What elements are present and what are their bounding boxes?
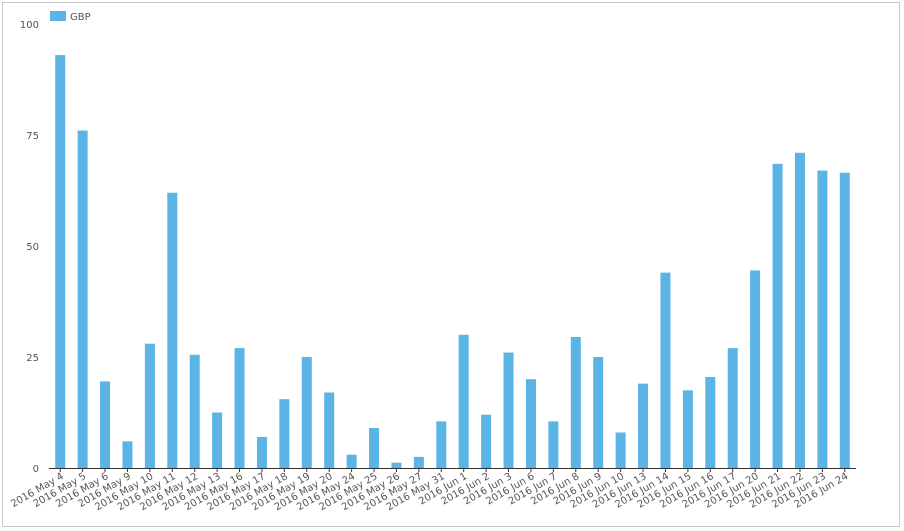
y-tick-label: 50 — [26, 242, 39, 253]
bar[interactable] — [256, 436, 267, 468]
bar[interactable] — [593, 357, 604, 468]
legend-swatch — [50, 11, 66, 21]
bar[interactable] — [77, 130, 88, 468]
bar[interactable] — [794, 152, 805, 468]
bar[interactable] — [727, 348, 738, 468]
bar[interactable] — [525, 379, 536, 468]
bar[interactable] — [436, 421, 447, 468]
bar[interactable] — [212, 412, 223, 469]
bar[interactable] — [346, 454, 357, 468]
y-tick-label: 0 — [33, 464, 39, 475]
bar[interactable] — [548, 421, 559, 468]
bar[interactable] — [481, 414, 492, 468]
bar[interactable] — [660, 272, 671, 468]
bar[interactable] — [503, 352, 514, 468]
bar[interactable] — [458, 334, 469, 468]
bars — [55, 55, 850, 469]
bar[interactable] — [638, 383, 649, 468]
bar[interactable] — [369, 428, 380, 468]
bar[interactable] — [682, 390, 693, 468]
bar[interactable] — [750, 270, 761, 468]
y-tick-label: 25 — [26, 353, 39, 364]
legend[interactable]: GBP — [50, 11, 91, 23]
bar[interactable] — [324, 392, 335, 468]
bar[interactable] — [167, 192, 178, 468]
legend-label: GBP — [70, 12, 91, 23]
bar[interactable] — [391, 462, 402, 468]
y-tick-label: 75 — [26, 131, 39, 142]
bar[interactable] — [55, 55, 66, 468]
bar[interactable] — [413, 456, 424, 468]
bar[interactable] — [817, 170, 828, 468]
bar[interactable] — [122, 441, 133, 468]
y-tick-label: 100 — [20, 20, 39, 31]
y-axis: 0 25 50 75 100 — [20, 20, 39, 475]
bar[interactable] — [615, 432, 626, 468]
bar[interactable] — [301, 357, 312, 468]
bar[interactable] — [100, 381, 111, 468]
bar[interactable] — [144, 343, 155, 468]
bar[interactable] — [705, 376, 716, 468]
bar[interactable] — [772, 163, 783, 469]
bar[interactable] — [234, 348, 245, 468]
bar[interactable] — [189, 354, 200, 468]
bar[interactable] — [570, 337, 581, 468]
bar[interactable] — [279, 399, 290, 468]
bar[interactable] — [839, 172, 850, 469]
